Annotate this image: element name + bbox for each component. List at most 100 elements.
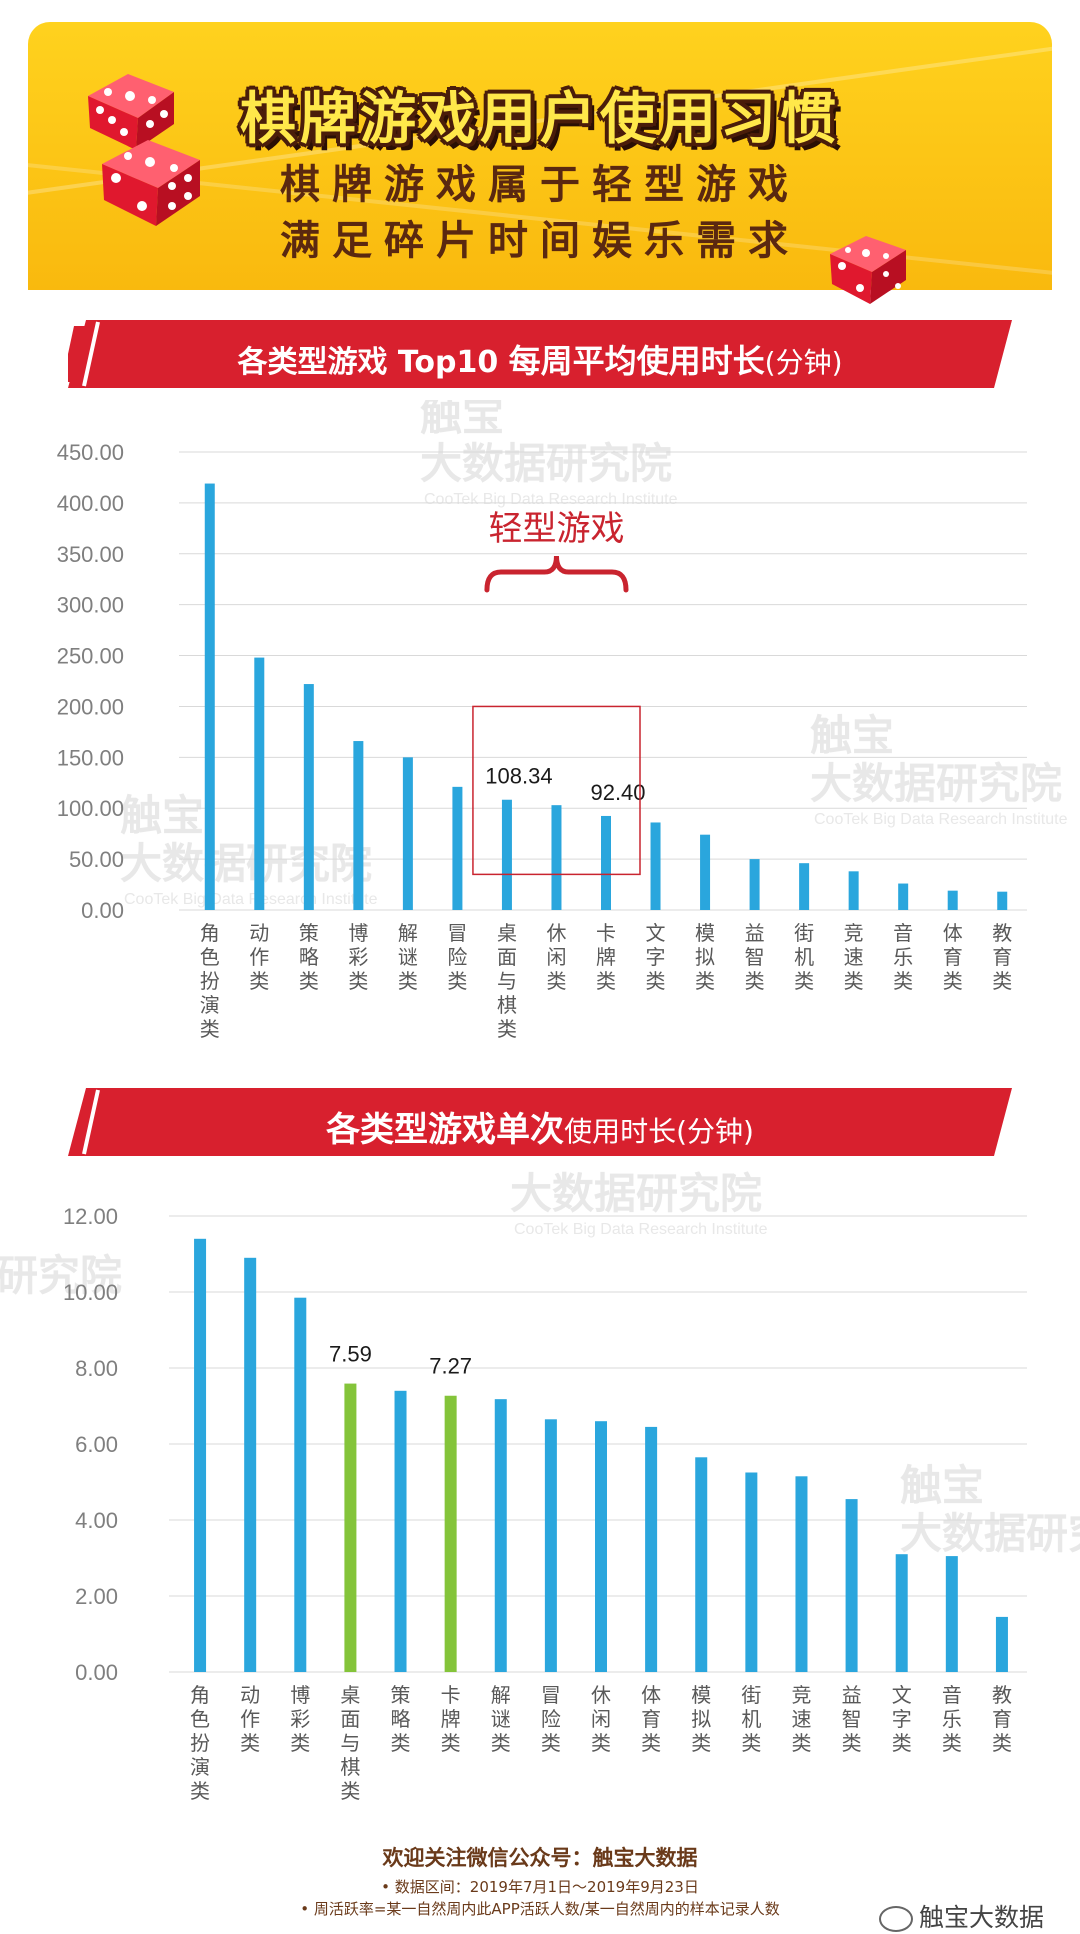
y-tick-label: 0.00 [75,1660,118,1685]
x-tick-label: 牌 [596,945,616,969]
data-label: 108.34 [485,764,552,789]
y-tick-label: 450.00 [57,440,124,465]
watermark-english: CooTek Big Data Research Institute [814,811,1068,828]
bar [344,1383,357,1672]
x-tick-label: 桌 [497,921,517,945]
x-tick-label: 类 [791,1731,811,1755]
x-tick-label: 与 [340,1731,360,1755]
x-tick-label: 竞 [844,921,864,945]
chart1-title-suffix: (分钟) [764,346,843,379]
bar [695,1457,708,1672]
chart2-watermarks: 触宝 大数据研究院 CooTek Big Data Research Insti… [0,1170,1080,1557]
bar [303,684,314,910]
bar [945,1556,958,1672]
x-tick-label: 彩 [290,1707,310,1731]
annotation-label: 轻型游戏 [488,509,624,549]
x-tick-label: 拟 [695,945,715,969]
bar [194,1238,207,1672]
watermark-name: 大数据研究院 [510,1170,762,1217]
chart2-title-suffix: 使用时长(分钟) [564,1115,754,1148]
x-tick-label: 教 [992,1683,1012,1707]
watermark-name: 大数据研究院 [810,760,1062,807]
bar [544,1419,557,1672]
x-tick-label: 类 [348,969,368,993]
x-tick-label: 解 [398,921,418,945]
x-tick-label: 类 [249,969,269,993]
x-tick-label: 类 [596,969,616,993]
y-tick-label: 250.00 [57,644,124,669]
x-tick-label: 机 [741,1707,761,1731]
x-tick-label: 类 [992,969,1012,993]
y-tick-label: 12.00 [63,1204,118,1229]
bar [795,1476,808,1672]
x-tick-label: 智 [745,945,765,969]
watermark-name: 大数据研究院 [420,440,672,487]
x-tick-label: 棋 [497,993,517,1017]
dice-icon [830,236,906,304]
watermark-english: CooTek Big Data Research Institute [424,491,678,508]
watermark-name: 大数据研究院 [120,840,372,887]
x-tick-label: 演 [190,1755,210,1779]
x-tick-label: 作 [249,945,269,969]
y-tick-label: 6.00 [75,1432,118,1457]
watermark-english: CooTek Big Data Research Institute [514,1221,768,1238]
bar [749,859,760,910]
x-tick-label: 策 [299,921,319,945]
x-tick-label: 角 [190,1683,210,1707]
x-tick-label: 育 [943,945,963,969]
y-tick-label: 400.00 [57,491,124,516]
x-tick-label: 面 [340,1707,360,1731]
x-tick-label: 休 [546,921,566,945]
x-tick-label: 角 [200,921,220,945]
data-label: 7.59 [329,1342,372,1367]
x-tick-label: 冒 [447,921,467,945]
y-tick-label: 50.00 [69,847,124,872]
x-tick-label: 类 [290,1731,310,1755]
chart1-title: 各类型游戏 Top10 每周平均使用时长(分钟) [68,336,1012,382]
x-tick-label: 乐 [942,1707,962,1731]
bar [294,1297,307,1672]
x-tick-label: 演 [200,993,220,1017]
x-tick-label: 色 [190,1707,210,1731]
x-tick-label: 类 [200,1017,220,1041]
x-tick-label: 略 [391,1707,411,1731]
bar [845,1499,858,1672]
x-tick-label: 益 [745,921,765,945]
watermark-english: CooTek Big Data Research Institute [124,891,378,908]
x-tick-label: 桌 [340,1683,360,1707]
x-tick-label: 拟 [691,1707,711,1731]
y-tick-label: 4.00 [75,1508,118,1533]
x-tick-label: 类 [741,1731,761,1755]
data-label: 7.27 [429,1354,472,1379]
x-tick-label: 博 [290,1683,310,1707]
x-tick-label: 类 [391,1731,411,1755]
bar [254,657,265,910]
bar [394,1390,407,1672]
x-tick-label: 育 [992,1707,1012,1731]
x-tick-label: 类 [591,1731,611,1755]
x-tick-label: 动 [240,1683,260,1707]
bar [353,741,364,910]
footer-data-range: • 数据区间：2019年7月1日～2019年9月23日 [381,1878,699,1896]
bar [595,1421,607,1672]
x-tick-label: 类 [299,969,319,993]
highlight-box [472,705,641,876]
x-tick-label: 类 [892,1731,912,1755]
bar [947,890,958,910]
x-tick-label: 谜 [398,945,418,969]
x-tick-label: 类 [491,1731,511,1755]
bar [650,822,661,910]
x-tick-label: 类 [190,1779,210,1803]
bar [745,1472,758,1672]
x-tick-label: 文 [892,1683,912,1707]
watermark-brand: 触宝 [810,712,894,759]
x-tick-label: 街 [794,921,814,945]
bar [700,834,711,910]
x-tick-label: 体 [641,1683,661,1707]
page-title: 棋牌游戏用户使用习惯 [240,87,840,152]
x-tick-label: 策 [391,1683,411,1707]
x-tick-label: 字 [646,945,666,969]
x-tick-label: 博 [348,921,368,945]
x-tick-label: 体 [943,921,963,945]
x-tick-label: 育 [992,945,1012,969]
